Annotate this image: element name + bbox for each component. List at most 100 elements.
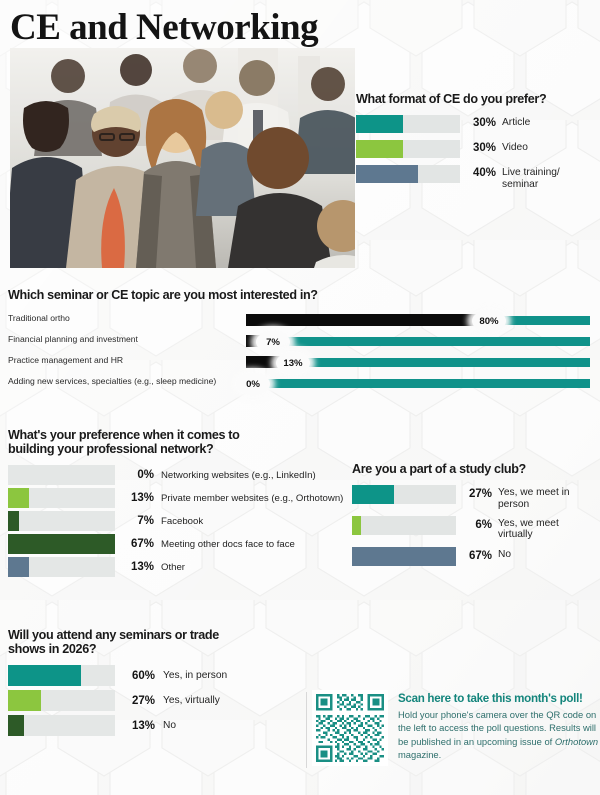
bar-percent: 27% xyxy=(468,488,492,501)
seminar-topic-heading: Which seminar or CE topic are you most i… xyxy=(8,288,318,302)
bar-label: Meeting other docs face to face xyxy=(161,538,295,550)
table-row: 13% Private member websites (e.g., Ortho… xyxy=(8,488,348,509)
bar-percent: 67% xyxy=(130,538,154,551)
section-study-club: Are you a part of a study club? 27% Yes,… xyxy=(352,462,596,571)
table-row: 7% Facebook xyxy=(8,511,348,532)
bar-percent: 13% xyxy=(130,561,154,574)
section-seminar-topic: Which seminar or CE topic are you most i… xyxy=(8,288,592,396)
bar-percent: 30% xyxy=(472,142,496,155)
bar-percent: 60% xyxy=(131,669,155,682)
table-row: 27% Yes, we meet in person xyxy=(352,484,596,510)
bar-fill xyxy=(8,715,24,737)
bar-track xyxy=(8,715,115,737)
poll-promo: Scan here to take this month's poll! Hol… xyxy=(398,690,600,766)
ce-format-heading: What format of CE do you prefer? xyxy=(356,92,547,106)
attend-heading: Will you attend any seminars or trade sh… xyxy=(8,628,219,657)
bar-fill xyxy=(356,165,418,184)
bar-fill xyxy=(246,314,486,327)
footer-divider xyxy=(306,692,307,768)
section-professional-network: What's your preference when it comes to … xyxy=(8,428,348,580)
bar-track xyxy=(352,516,456,536)
study-club-bars: 27% Yes, we meet in person 6% Yes, we me… xyxy=(352,484,596,566)
bar-label: Yes, in person xyxy=(163,670,228,682)
bar-label: Financial planning and investment xyxy=(8,334,138,345)
bar-percent: 7% xyxy=(137,515,154,528)
table-row: Adding new services, specialties (e.g., … xyxy=(8,373,592,396)
bar-track xyxy=(352,485,456,505)
bar-track xyxy=(8,465,115,486)
bar-percent: 67% xyxy=(468,549,492,562)
bar-track xyxy=(254,379,590,389)
bar-fill xyxy=(356,140,403,159)
section-poll-footer: Scan here to take this month's poll! Hol… xyxy=(312,690,600,766)
table-row: 30% Article xyxy=(356,114,596,134)
bar-label: Practice management and HR xyxy=(8,355,124,366)
table-row: 6% Yes, we meet virtually xyxy=(352,515,596,541)
bar-track xyxy=(8,511,115,532)
bar-percent: 27% xyxy=(131,694,155,707)
bar-fill xyxy=(8,690,41,712)
bar-label: Other xyxy=(161,561,185,573)
section-attend-seminars: Will you attend any seminars or trade sh… xyxy=(8,628,308,740)
bar-fill xyxy=(8,488,29,509)
table-row: 27% Yes, virtually xyxy=(8,690,308,712)
bar-label: Live training/ seminar xyxy=(502,167,560,190)
bar-label: No xyxy=(498,548,512,560)
bar-label: Video xyxy=(502,142,528,154)
table-row: 67% Meeting other docs face to face xyxy=(8,534,348,555)
bar-label: Yes, virtually xyxy=(163,695,220,707)
table-row: 60% Yes, in person xyxy=(8,665,308,687)
bar-fill xyxy=(8,534,115,555)
networking-photo xyxy=(10,48,355,268)
table-row: 13% No xyxy=(8,715,308,737)
bar-label: Traditional ortho xyxy=(8,313,70,324)
bar-fill xyxy=(8,665,81,687)
bar-fill xyxy=(356,115,403,134)
bar-percent-badge: 0% xyxy=(236,373,270,396)
table-row: 40% Live training/ seminar xyxy=(356,164,596,190)
bar-track xyxy=(8,665,115,687)
bar-percent: 13% xyxy=(130,492,154,505)
bar-fill xyxy=(8,557,29,578)
poll-promo-text-after: magazine. xyxy=(398,749,442,761)
bar-label: No xyxy=(163,720,177,732)
table-row: Financial planning and investment 7% xyxy=(8,331,592,354)
bar-track xyxy=(356,115,460,134)
bar-label: Yes, we meet virtually xyxy=(498,518,559,541)
network-bars: 0% Networking websites (e.g., LinkedIn) … xyxy=(8,465,348,578)
page-title: CE and Networking xyxy=(10,7,319,48)
bar-fill xyxy=(352,516,361,536)
table-row: 30% Video xyxy=(356,139,596,159)
bar-percent: 30% xyxy=(472,117,496,130)
bar-fill xyxy=(352,485,394,505)
bar-percent-badge: 13% xyxy=(276,352,310,375)
table-row: 67% No xyxy=(352,546,596,566)
bar-track xyxy=(356,165,460,184)
bar-label: Yes, we meet in person xyxy=(498,487,570,510)
bar-fill xyxy=(8,511,19,532)
poll-promo-heading: Scan here to take this month's poll! xyxy=(398,692,583,705)
bar-track xyxy=(356,140,460,159)
bar-track xyxy=(8,488,115,509)
bar-track xyxy=(352,546,456,566)
bar-percent-badge: 7% xyxy=(256,331,290,354)
bar-percent: 40% xyxy=(472,167,496,180)
bar-track xyxy=(8,534,115,555)
bar-percent-badge: 80% xyxy=(472,310,506,333)
bar-fill xyxy=(352,546,456,566)
ce-format-bars: 30% Article 30% Video 40% Live training/… xyxy=(356,114,596,190)
table-row: 13% Other xyxy=(8,557,348,578)
bar-label: Private member websites (e.g., Orthotown… xyxy=(161,492,344,504)
bar-track xyxy=(8,690,115,712)
attend-bars: 60% Yes, in person 27% Yes, virtually 13… xyxy=(8,665,308,737)
table-row: 0% Networking websites (e.g., LinkedIn) xyxy=(8,465,348,486)
network-heading: What's your preference when it comes to … xyxy=(8,428,240,457)
section-ce-format: What format of CE do you prefer? 30% Art… xyxy=(356,92,596,196)
bar-percent: 6% xyxy=(475,519,492,532)
bar-label: Adding new services, specialties (e.g., … xyxy=(8,376,217,387)
bar-percent: 0% xyxy=(137,469,154,482)
table-row: Traditional ortho 80% xyxy=(8,310,592,333)
qr-code-icon[interactable] xyxy=(312,690,388,766)
seminar-topic-bars: Traditional ortho 80% Financial planning… xyxy=(8,310,592,396)
